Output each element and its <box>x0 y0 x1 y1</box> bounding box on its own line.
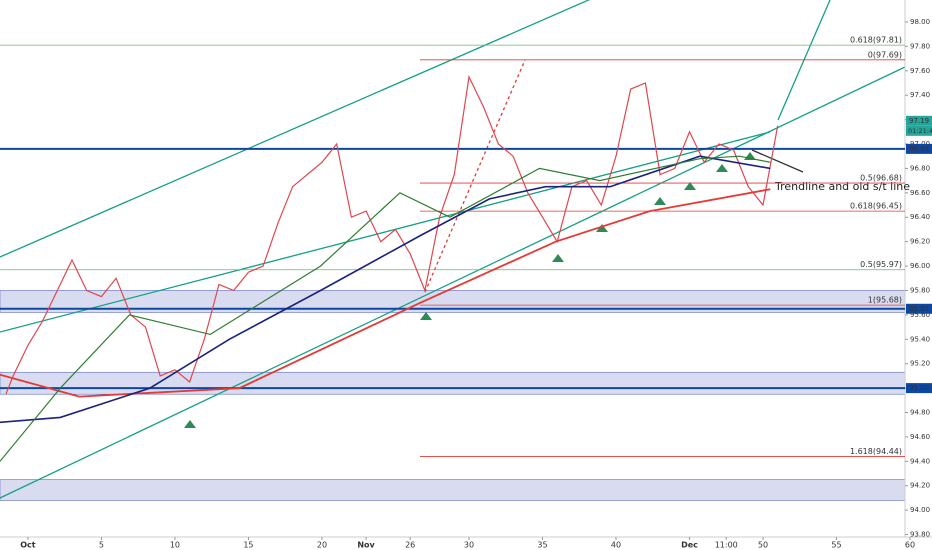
price-tag <box>906 383 932 394</box>
y-tick-label: 94.40 <box>910 457 930 465</box>
level-label: 0.5(96.68) <box>860 174 902 183</box>
y-tick-label: 94.00 <box>910 506 930 514</box>
level-label: 1.618(94.44) <box>850 447 902 456</box>
y-tick-label: 94.60 <box>910 433 930 441</box>
x-tick-label: Dec <box>681 541 698 550</box>
x-tick-label: 55 <box>831 541 841 550</box>
y-tick-label: 97.40 <box>910 91 930 99</box>
x-tick-label: 40 <box>611 541 621 550</box>
y-tick-label: 94.80 <box>910 409 930 417</box>
x-tick-label: 26 <box>405 541 415 550</box>
y-tick-label: 94.20 <box>910 482 930 490</box>
level-label: 0(97.69) <box>868 50 902 59</box>
y-tick-label: 95.60 <box>910 311 930 319</box>
countdown: 01:21:4 <box>908 127 932 135</box>
price-tag <box>906 143 932 154</box>
annotation-arrow <box>751 149 804 173</box>
channel-line <box>0 66 906 499</box>
x-tick-label: Nov <box>357 541 375 550</box>
x-tick-label: 10 <box>170 541 180 550</box>
price-tag-label: 96.96 <box>909 145 930 153</box>
level-label: 0.618(97.81) <box>850 36 902 45</box>
x-tick-label: 11:00 <box>715 541 738 550</box>
level-label: 0.618(96.45) <box>850 202 902 211</box>
price-tag-label: 97.19 <box>909 117 929 125</box>
channel-line <box>0 0 591 258</box>
y-tick-label: 95.80 <box>910 286 930 294</box>
price-line <box>0 155 771 424</box>
y-tick-label: 95.20 <box>910 360 930 368</box>
x-tick-label: 30 <box>464 541 474 550</box>
x-tick-label: 20 <box>317 541 327 550</box>
x-tick-label: Oct <box>20 541 36 550</box>
countdown-tag <box>906 125 932 136</box>
y-tick-label: 96.20 <box>910 238 930 246</box>
x-tick-label: 15 <box>243 541 253 550</box>
price-tag <box>906 115 932 126</box>
zone <box>0 479 906 501</box>
y-tick-label: 96.80 <box>910 164 930 172</box>
trendline <box>0 131 771 333</box>
price-line <box>0 188 771 398</box>
y-tick-label: 95.40 <box>910 335 930 343</box>
y-tick-label: 96.40 <box>910 213 930 221</box>
x-tick-label: 5 <box>99 541 104 550</box>
price-line <box>0 155 771 462</box>
price-tag <box>906 303 932 314</box>
fib-leg <box>424 59 526 293</box>
level-label: 0.5(95.97) <box>860 260 902 269</box>
price-tag-label: 95.00 <box>909 384 929 392</box>
y-tick-label: 98.00 <box>910 18 930 26</box>
x-tick-label: 50 <box>758 541 768 550</box>
x-tick-label: 35 <box>537 541 547 550</box>
x-tick-label: 60 <box>905 541 915 550</box>
price-tag-label: 95.65 <box>909 305 929 313</box>
zone <box>0 371 906 395</box>
y-tick-label: 97.80 <box>910 42 930 50</box>
y-tick-label: 96.60 <box>910 189 930 197</box>
price-line <box>5 74 779 395</box>
level-label: 1(95.68) <box>868 296 902 305</box>
y-tick-label: 97.60 <box>910 67 930 75</box>
y-tick-label: 96.00 <box>910 262 930 270</box>
drawings <box>0 0 932 538</box>
y-tick-label: 93.80 <box>910 531 930 539</box>
